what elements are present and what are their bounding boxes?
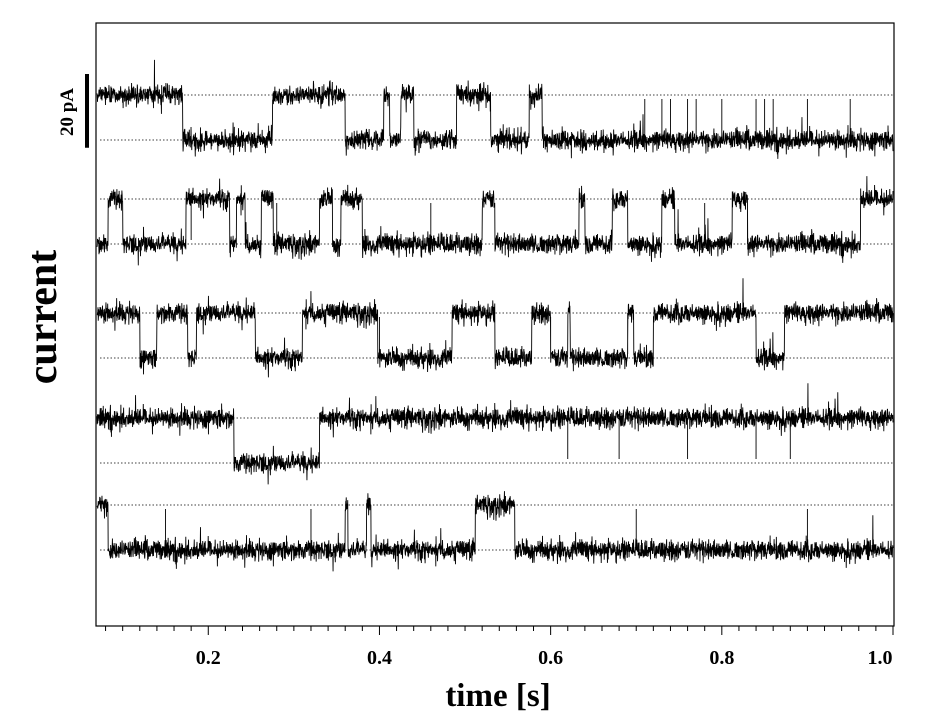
current-trace-5	[96, 491, 894, 572]
reference-lines	[100, 94, 894, 551]
x-tick-label: 0.4	[367, 647, 392, 669]
x-tick-label: 0.2	[196, 647, 221, 669]
current-trace-2	[96, 176, 894, 266]
current-trace-4	[96, 383, 894, 485]
traces	[96, 59, 894, 572]
y-axis-title: current	[20, 250, 66, 385]
current-trace-1	[96, 59, 894, 159]
x-axis-ticks	[105, 626, 894, 635]
current-trace-3	[96, 278, 894, 378]
x-axis-tick-labels: 0.2 0.4 0.6 0.8 1.0	[196, 647, 893, 669]
x-tick-label: 0.6	[538, 647, 563, 669]
x-axis-title: time [s]	[445, 678, 550, 714]
scale-bar-label: 20 pA	[57, 88, 78, 136]
plot-frame	[95, 22, 895, 627]
x-tick-label: 0.8	[709, 647, 734, 669]
x-tick-label: 1.0	[868, 647, 893, 669]
